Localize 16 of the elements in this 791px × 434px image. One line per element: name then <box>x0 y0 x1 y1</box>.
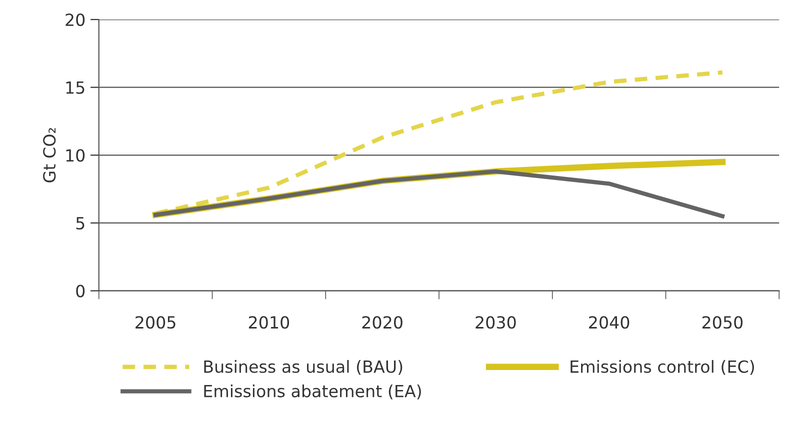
x-tick-label: 2010 <box>248 316 290 329</box>
legend-label: Emissions abatement (EA) <box>204 384 421 400</box>
y-tick-label: 10 <box>66 149 85 162</box>
line-series <box>153 169 725 218</box>
y-tick-label: 15 <box>66 82 84 94</box>
y-tick-label: 20 <box>66 13 85 26</box>
y-tick-label: 5 <box>76 217 84 230</box>
x-tick-label: 2030 <box>476 316 516 329</box>
x-tick-label: 2050 <box>702 316 743 329</box>
x-tick-label: 2020 <box>362 316 402 329</box>
y-axis-title: Gt CO₂ <box>43 128 56 182</box>
legend-label: Emissions control (EC) <box>570 360 754 375</box>
y-tick-label: 0 <box>76 284 85 298</box>
legend-label: Business as usual (BAU) <box>204 360 402 375</box>
x-tick-label: 2005 <box>136 316 176 329</box>
x-tick-label: 2040 <box>589 316 630 329</box>
